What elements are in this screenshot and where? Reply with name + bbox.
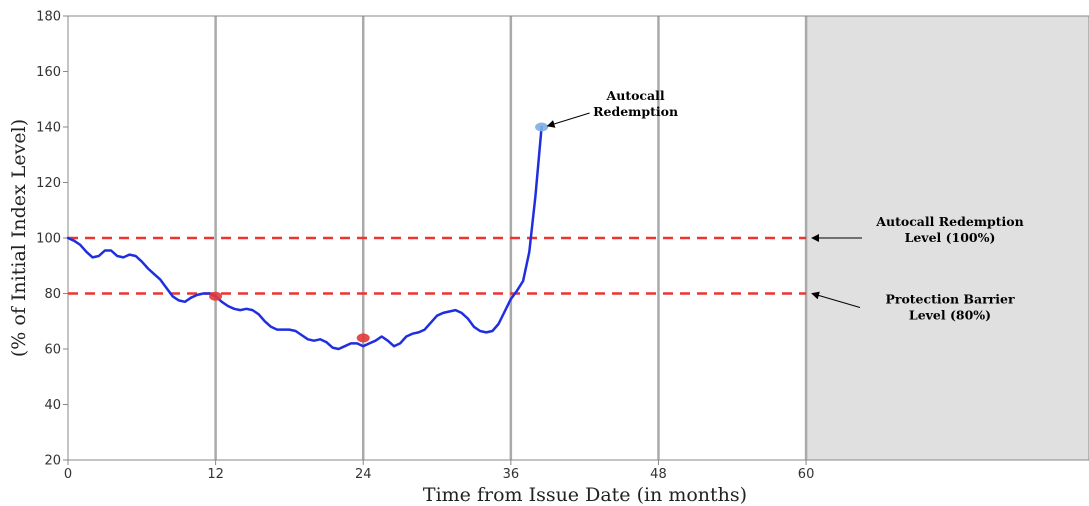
x-axis-title: Time from Issue Date (in months) xyxy=(423,484,747,506)
threshold-label: Autocall Redemption xyxy=(875,214,1023,229)
threshold-label: Level (100%) xyxy=(905,230,996,245)
threshold-arrow xyxy=(811,291,861,308)
y-axis-title: (% of Initial Index Level) xyxy=(8,119,30,357)
redemption-label: Redemption xyxy=(593,104,678,119)
threshold-label: Level (80%) xyxy=(909,308,991,323)
y-tick-label: 100 xyxy=(36,232,61,247)
observation-marker xyxy=(209,291,223,301)
redemption-arrow xyxy=(546,112,590,128)
x-axis-ticks: 0 12 24 36 48 60 xyxy=(64,460,814,482)
y-axis-ticks: 20 40 60 80 100 120 140 160 180 xyxy=(36,10,68,469)
y-tick-label: 80 xyxy=(44,287,61,302)
y-tick-label: 60 xyxy=(44,343,61,358)
y-tick-label: 20 xyxy=(44,454,61,469)
y-tick-label: 180 xyxy=(36,10,61,25)
observation-marker xyxy=(356,333,370,343)
observation-markers xyxy=(209,122,549,343)
x-tick-label: 36 xyxy=(503,467,520,482)
x-tick-label: 48 xyxy=(650,467,667,482)
x-tick-label: 12 xyxy=(207,467,224,482)
threshold-label: Protection Barrier xyxy=(885,292,1014,307)
y-tick-label: 40 xyxy=(44,398,61,413)
y-tick-label: 140 xyxy=(36,121,61,136)
y-tick-label: 120 xyxy=(36,176,61,191)
redemption-label: Autocall xyxy=(606,88,665,103)
x-tick-label: 0 xyxy=(64,467,72,482)
y-tick-label: 160 xyxy=(36,65,61,80)
redemption-marker xyxy=(535,122,549,132)
x-tick-label: 24 xyxy=(355,467,372,482)
index-level-line xyxy=(66,125,543,351)
threshold-lines xyxy=(68,236,807,295)
x-tick-label: 60 xyxy=(798,467,815,482)
